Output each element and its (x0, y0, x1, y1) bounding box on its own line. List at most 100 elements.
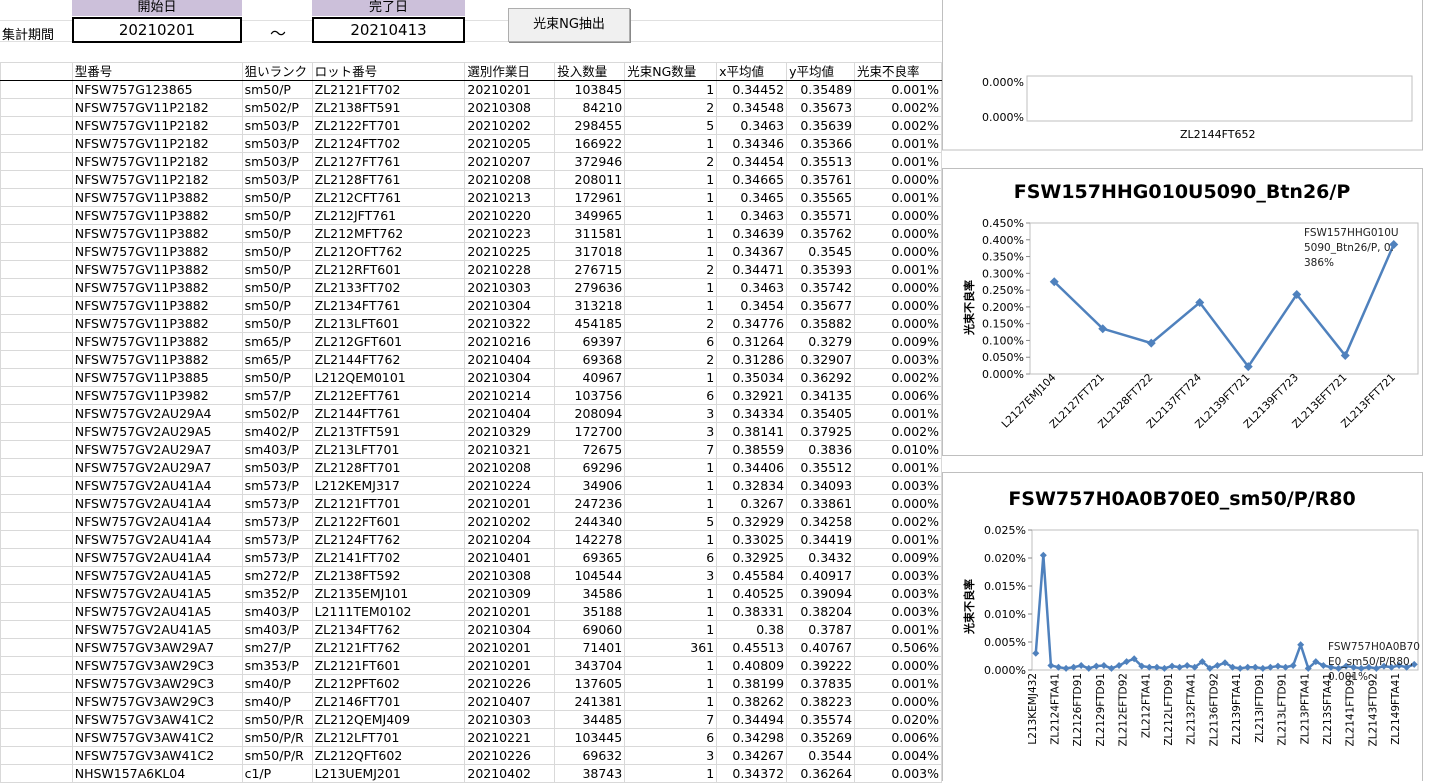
chart-title: FSW157HHG010U5090_Btn26/P (1013, 181, 1351, 203)
cell: 6 (624, 386, 718, 405)
end-input[interactable]: 20210413 (312, 17, 465, 43)
cell: sm353/P (241, 656, 313, 675)
row: NFSW757GV2AU41A4 sm573/P L212KEMJ317 202102… (0, 476, 942, 495)
cell: 0.34776 (716, 314, 788, 333)
start-label: 開始日 (72, 0, 242, 16)
extract-button[interactable]: 光束NG抽出 (508, 8, 630, 42)
cell: 20210304 (464, 368, 556, 387)
row: NFSW757GV2AU41A4 sm573/P ZL2121FT701 202102… (0, 494, 942, 513)
marker (1146, 338, 1156, 348)
row: NFSW757GV11P3882 sm50/P ZL212MFT762 2021022… (0, 224, 942, 243)
marker (1251, 663, 1259, 671)
y-tick-label: 0.100% (982, 334, 1024, 347)
cell: sm573/P (241, 530, 313, 549)
x-tick-label: ZL213LFTD91 (1277, 673, 1289, 746)
x-tick-label: ZL2141FTD91 (1345, 673, 1357, 746)
cell: NFSW757GV11P3882 (71, 224, 243, 243)
annotation: FSW157HHG010U5090_Btn26/P, 0.386% (1304, 227, 1399, 269)
cell: 0.35882 (786, 314, 856, 333)
row: NFSW757GV2AU41A4 sm573/P ZL2124FT762 202102… (0, 530, 942, 549)
cell: ZL212QEMJ409 (311, 710, 466, 729)
cell: sm50/P (241, 206, 313, 225)
cell: NFSW757GV3AW29C3 (71, 656, 243, 675)
cell: ZL2135EMJ101 (311, 584, 466, 603)
cell: 20210208 (464, 458, 556, 477)
cell: ZL2121FT701 (311, 494, 466, 513)
cell: ZL212RFT601 (311, 260, 466, 279)
row: NFSW757GV2AU41A4 sm573/P ZL2122FT601 202102… (0, 512, 942, 531)
cell: 20210304 (464, 620, 556, 639)
cell: 1 (624, 530, 718, 549)
cell: 0.009% (854, 548, 942, 567)
y-tick-label: 0.050% (982, 351, 1024, 364)
cell: 0.34665 (716, 170, 788, 189)
cell (0, 386, 73, 405)
marker (1123, 658, 1131, 666)
cell: 0.35565 (786, 188, 856, 207)
cell: 0.40525 (716, 584, 788, 603)
cell: 1 (624, 692, 718, 711)
cell: 0.34135 (786, 386, 856, 405)
cell: 20210303 (464, 710, 556, 729)
cell: NFSW757GV11P2182 (71, 98, 243, 117)
cell (0, 674, 73, 693)
cell: 0.34372 (716, 764, 788, 783)
cell: 0.40917 (786, 566, 856, 585)
row: NHSW157A6KL04 c1/P L213UEMJ201 20210402 3874… (0, 764, 942, 783)
marker (1389, 239, 1399, 249)
row: NFSW757GV2AU29A5 sm402/P ZL213TFT591 202103… (0, 422, 942, 441)
marker (1168, 662, 1176, 670)
marker (1365, 663, 1373, 671)
cell: NFSW757GV2AU41A5 (71, 620, 243, 639)
cell (0, 332, 73, 351)
cell: 0.000% (854, 242, 942, 261)
cell: 0.34258 (786, 512, 856, 531)
cell: sm50/P (241, 368, 313, 387)
column-header: 投入数量 (554, 62, 626, 81)
x-tick-label: ZL2124FTA41 (1049, 673, 1061, 745)
cell: 34485 (554, 710, 626, 729)
cell: 20210226 (464, 674, 556, 693)
marker (1092, 662, 1100, 670)
cell: 0.3836 (786, 440, 856, 459)
cell: sm503/P (241, 116, 313, 135)
marker (1198, 658, 1206, 666)
cell: ZL2121FT762 (311, 638, 466, 657)
cell (0, 80, 73, 99)
row: NFSW757GV3AW41C2 sm50/P/R ZL212LFT701 20210… (0, 728, 942, 747)
cell: 2 (624, 260, 718, 279)
partial-plot (1026, 75, 1413, 122)
marker (1153, 663, 1161, 671)
cell: 0.35571 (786, 206, 856, 225)
cell: 34906 (554, 476, 626, 495)
tilde: ～ (270, 24, 287, 43)
cell (0, 620, 73, 639)
marker (1062, 664, 1070, 672)
cell: NFSW757GV3AW29C3 (71, 692, 243, 711)
cell: 0.001% (854, 134, 942, 153)
marker (1357, 664, 1365, 672)
cell: sm57/P (241, 386, 313, 405)
start-input[interactable]: 20210201 (72, 17, 242, 43)
y-tick-label: 0.000% (984, 664, 1026, 677)
cell: 0.020% (854, 710, 942, 729)
marker (1340, 351, 1350, 361)
marker (1388, 663, 1396, 671)
cell: ZL2121FT601 (311, 656, 466, 675)
x-tick-label: ZL2129FTD91 (1095, 673, 1107, 746)
chart-panel (942, 472, 1423, 781)
cell: 0.32929 (716, 512, 788, 531)
cell: 20210304 (464, 296, 556, 315)
cell: 20210213 (464, 188, 556, 207)
row: NFSW757GV11P3882 sm50/P ZL2134FT761 2021030… (0, 296, 942, 315)
cell: ZL2144FT761 (311, 404, 466, 423)
cell: sm503/P (241, 134, 313, 153)
cell: 0.001% (854, 458, 942, 477)
marker (1160, 664, 1168, 672)
cell (0, 458, 73, 477)
row: NFSW757GV11P3882 sm50/P ZL212CFT761 2021021… (0, 188, 942, 207)
row: NFSW757GV11P2182 sm503/P ZL2128FT761 202102… (0, 170, 942, 189)
cell: 0.38199 (716, 674, 788, 693)
cell: 20210308 (464, 566, 556, 585)
cell: 0.37925 (786, 422, 856, 441)
